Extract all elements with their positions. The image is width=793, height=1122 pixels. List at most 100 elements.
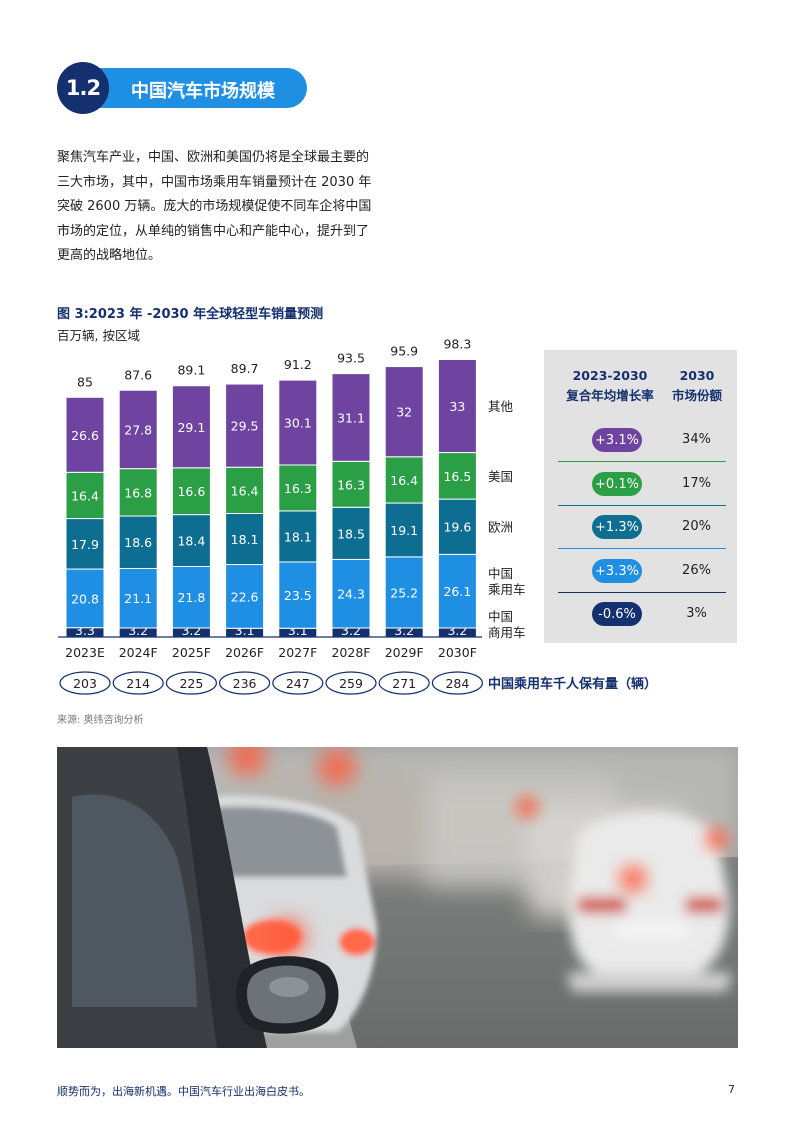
intro-line: 三大市场，其中，中国市场乘用车销量预计在 2030 年 <box>57 174 372 190</box>
row-separator <box>558 505 726 506</box>
bar-segment <box>171 385 211 469</box>
bar-segment <box>65 518 105 570</box>
ownership-oval <box>325 671 377 695</box>
ownership-oval <box>431 671 483 695</box>
growth-table-row: +3.3% 26% <box>544 549 737 593</box>
bar-total-label: 95.9 <box>390 344 418 359</box>
cagr-pill: +3.3% <box>592 559 642 583</box>
bar-segment <box>384 456 424 504</box>
ownership-oval <box>272 671 324 695</box>
bar-value-label: 16.8 <box>124 485 152 500</box>
share-header: 2030 市场份额 <box>664 366 730 406</box>
bar-value-label: 20.8 <box>71 591 99 606</box>
figure-subtitle: 百万辆, 按区域 <box>57 328 140 343</box>
bar-segment <box>331 558 371 629</box>
ownership-oval <box>378 671 430 695</box>
share-value: 26% <box>682 563 711 578</box>
share-value: 3% <box>686 606 707 621</box>
intro-paragraph: 聚焦汽车产业，中国、欧洲和美国仍将是全球最主要的 三大市场，其中，中国市场乘用车… <box>57 146 387 269</box>
cagr-pill: +0.1% <box>592 472 642 496</box>
bar-segment <box>331 506 371 560</box>
bar-segment <box>65 568 105 629</box>
bar-value-label: 31.1 <box>337 410 365 425</box>
bar-segment <box>384 366 424 458</box>
ownership-oval <box>219 671 271 695</box>
ownership-value: 214 <box>126 676 150 691</box>
bar-value-label: 32 <box>396 405 412 420</box>
bar-value-label: 18.4 <box>177 534 205 549</box>
bar-total-label: 91.2 <box>284 357 312 372</box>
section-header: 1.2 中国汽车市场规模 <box>57 62 307 114</box>
bar-value-label: 24.3 <box>337 587 365 602</box>
ownership-value: 236 <box>233 676 257 691</box>
bar-segment <box>278 510 318 563</box>
bar-value-label: 18.6 <box>124 535 152 550</box>
footer-title: 顺势而为，出海新机遇。中国汽车行业出海白皮书。 <box>57 1085 310 1098</box>
share-value: 34% <box>682 432 711 447</box>
bar-value-label: 23.5 <box>284 588 312 603</box>
bar-value-label: 33 <box>449 399 465 414</box>
growth-table-row: +1.3% 20% <box>544 505 737 549</box>
series-label: 中国 <box>488 566 513 581</box>
bar-value-label: 30.1 <box>284 416 312 431</box>
bar-value-label: 26.1 <box>443 584 471 599</box>
bar-value-label: 21.1 <box>124 591 152 606</box>
ownership-oval <box>165 671 217 695</box>
intro-line: 聚焦汽车产业，中国、欧洲和美国仍将是全球最主要的 <box>57 150 370 165</box>
ownership-value: 225 <box>179 676 203 691</box>
series-label: 欧洲 <box>488 520 513 535</box>
growth-table-row: -0.6% 3% <box>544 592 737 636</box>
bar-value-label: 16.5 <box>443 469 471 484</box>
bar-segment <box>65 396 105 473</box>
cagr-pill: -0.6% <box>592 602 642 626</box>
stacked-bar-chart: 3.320.817.916.426.6852023E2033.221.118.6… <box>58 337 657 695</box>
bar-segment <box>225 383 265 468</box>
bar-value-label: 17.9 <box>71 537 99 552</box>
series-label: 商用车 <box>488 625 526 640</box>
x-tick-label: 2028F <box>331 645 370 660</box>
cagr-header: 2023-2030 复合年均增长率 <box>554 366 666 406</box>
section-pill <box>79 68 307 108</box>
x-tick-label: 2027F <box>278 645 317 660</box>
intro-line: 市场的定位，从单纯的销售中心和产能中心，提升到了 <box>57 223 370 239</box>
bar-value-label: 18.1 <box>284 529 312 544</box>
bar-total-label: 89.1 <box>177 363 205 378</box>
share-header-line: 市场份额 <box>671 388 722 403</box>
bar-segment <box>65 471 105 520</box>
bar-segment <box>278 464 318 512</box>
bar-value-label: 16.3 <box>337 477 365 492</box>
ownership-value: 284 <box>445 676 469 691</box>
intro-line: 更高的战略地位。 <box>57 248 162 263</box>
intro-line: 突破 2600 万辆。庞大的市场规模促使不同车企将中国 <box>57 199 372 214</box>
traffic-photo <box>57 747 738 1048</box>
bar-segment <box>278 561 318 629</box>
x-tick-label: 2025F <box>172 645 211 660</box>
traffic-photo-illustration <box>57 747 738 1048</box>
x-tick-label: 2029F <box>385 645 424 660</box>
bar-segment <box>278 379 318 466</box>
x-tick-label: 2026F <box>225 645 264 660</box>
section-number: 1.2 <box>57 62 109 114</box>
series-label: 其他 <box>488 399 514 414</box>
bar-value-label: 27.8 <box>124 422 152 437</box>
bar-value-label: 25.2 <box>390 585 418 600</box>
bar-value-label: 18.1 <box>231 532 259 547</box>
bar-value-label: 16.6 <box>177 484 205 499</box>
x-tick-label: 2024F <box>119 645 158 660</box>
x-tick-label: 2030F <box>438 645 477 660</box>
bar-segment <box>225 512 265 566</box>
series-label: 美国 <box>488 469 513 484</box>
bar-value-label: 18.5 <box>337 526 365 541</box>
bar-value-label: 19.1 <box>390 523 418 538</box>
ownership-value: 203 <box>73 676 97 691</box>
bar-segment <box>118 389 158 470</box>
source-note: 来源: 奥纬咨询分析 <box>57 715 144 726</box>
bar-total-label: 89.7 <box>231 361 259 376</box>
series-label: 乘用车 <box>488 582 526 597</box>
page-number: 7 <box>728 1083 735 1096</box>
share-value: 17% <box>682 476 711 491</box>
bar-value-label: 16.3 <box>284 481 312 496</box>
bar-segment <box>437 498 477 555</box>
bar-value-label: 16.4 <box>390 473 418 488</box>
cagr-header-line: 复合年均增长率 <box>566 388 654 403</box>
